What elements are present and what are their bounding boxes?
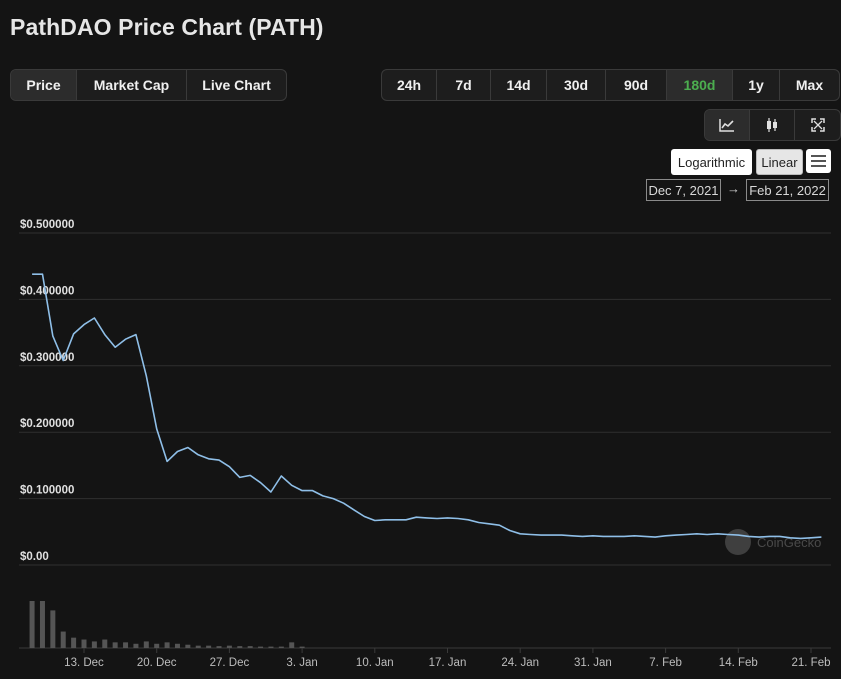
- volume-bar: [268, 646, 274, 648]
- volume-bar: [112, 642, 118, 648]
- candlestick-icon: [767, 118, 777, 132]
- y-tick-label: $0.00: [20, 551, 49, 563]
- x-tick-label: 17. Jan: [429, 657, 467, 669]
- x-tick-label: 27. Dec: [210, 657, 250, 669]
- range-90d[interactable]: 90d: [606, 70, 667, 100]
- range-24h[interactable]: 24h: [382, 70, 437, 100]
- volume-bar: [91, 641, 97, 648]
- volume-bar: [133, 643, 139, 648]
- x-tick-label: 20. Dec: [137, 657, 177, 669]
- volume-bar: [258, 646, 264, 648]
- x-tick-label: 13. Dec: [64, 657, 104, 669]
- volume-bar: [226, 645, 232, 648]
- y-tick-label: $0.200000: [20, 418, 74, 430]
- range-14d[interactable]: 14d: [491, 70, 547, 100]
- volume-bar: [174, 643, 180, 648]
- tab-market-cap[interactable]: Market Cap: [77, 70, 187, 100]
- volume-bar: [278, 646, 284, 648]
- volume-bar: [29, 601, 35, 648]
- metric-tabs: Price Market Cap Live Chart: [10, 69, 287, 101]
- page-title: PathDAO Price Chart (PATH): [10, 14, 324, 40]
- volume-bar: [185, 644, 191, 648]
- x-tick-label: 24. Jan: [501, 657, 539, 669]
- x-tick-label: 21. Feb: [792, 657, 831, 669]
- volume-bar: [123, 642, 129, 648]
- logarithmic-button[interactable]: Logarithmic: [671, 149, 752, 175]
- volume-bar: [71, 637, 77, 648]
- x-tick-label: 31. Jan: [574, 657, 612, 669]
- volume-bar: [206, 645, 212, 648]
- candlestick-button[interactable]: [750, 110, 795, 140]
- volume-bar: [143, 641, 149, 648]
- x-tick-label: 10. Jan: [356, 657, 394, 669]
- x-tick-label: 7. Feb: [649, 657, 682, 669]
- linear-button[interactable]: Linear: [756, 149, 803, 175]
- fullscreen-icon: [810, 118, 825, 132]
- line-chart-icon: [719, 119, 734, 132]
- tab-price[interactable]: Price: [11, 70, 77, 100]
- volume-bar: [289, 642, 295, 648]
- coingecko-logo-icon: [725, 529, 751, 555]
- range-30d[interactable]: 30d: [547, 70, 606, 100]
- volume-bar: [50, 610, 56, 648]
- y-tick-label: $0.400000: [20, 285, 74, 297]
- tab-live-chart[interactable]: Live Chart: [202, 77, 271, 93]
- view-tabs: [704, 109, 841, 141]
- x-tick-label: 3. Jan: [286, 657, 317, 669]
- arrow-right-icon: →: [727, 181, 740, 196]
- chart-menu-button[interactable]: [806, 149, 831, 173]
- volume-bar: [154, 643, 160, 648]
- date-from-input[interactable]: Dec 7, 2021: [646, 179, 721, 201]
- fullscreen-button[interactable]: [795, 110, 840, 140]
- volume-bar: [164, 642, 170, 648]
- volume-bar: [247, 646, 253, 648]
- line-chart-button[interactable]: [705, 110, 750, 140]
- volume-bar: [195, 645, 201, 648]
- y-tick-label: $0.100000: [20, 485, 74, 497]
- volume-bar: [102, 639, 108, 648]
- date-to-input[interactable]: Feb 21, 2022: [746, 179, 829, 201]
- range-max[interactable]: Max: [795, 77, 824, 93]
- y-tick-label: $0.500000: [20, 219, 74, 231]
- range-7d[interactable]: 7d: [437, 70, 491, 100]
- volume-bar: [39, 601, 45, 648]
- volume-bar: [216, 646, 222, 648]
- volume-bar: [60, 631, 66, 648]
- x-tick-label: 14. Feb: [719, 657, 758, 669]
- volume-bar: [81, 639, 87, 648]
- range-180d[interactable]: 180d: [667, 70, 733, 100]
- price-series-line: [32, 273, 822, 540]
- volume-bar: [299, 646, 305, 648]
- range-1y[interactable]: 1y: [733, 70, 780, 100]
- volume-bar: [237, 646, 243, 648]
- range-tabs: 24h 7d 14d 30d 90d 180d 1y Max: [381, 69, 840, 101]
